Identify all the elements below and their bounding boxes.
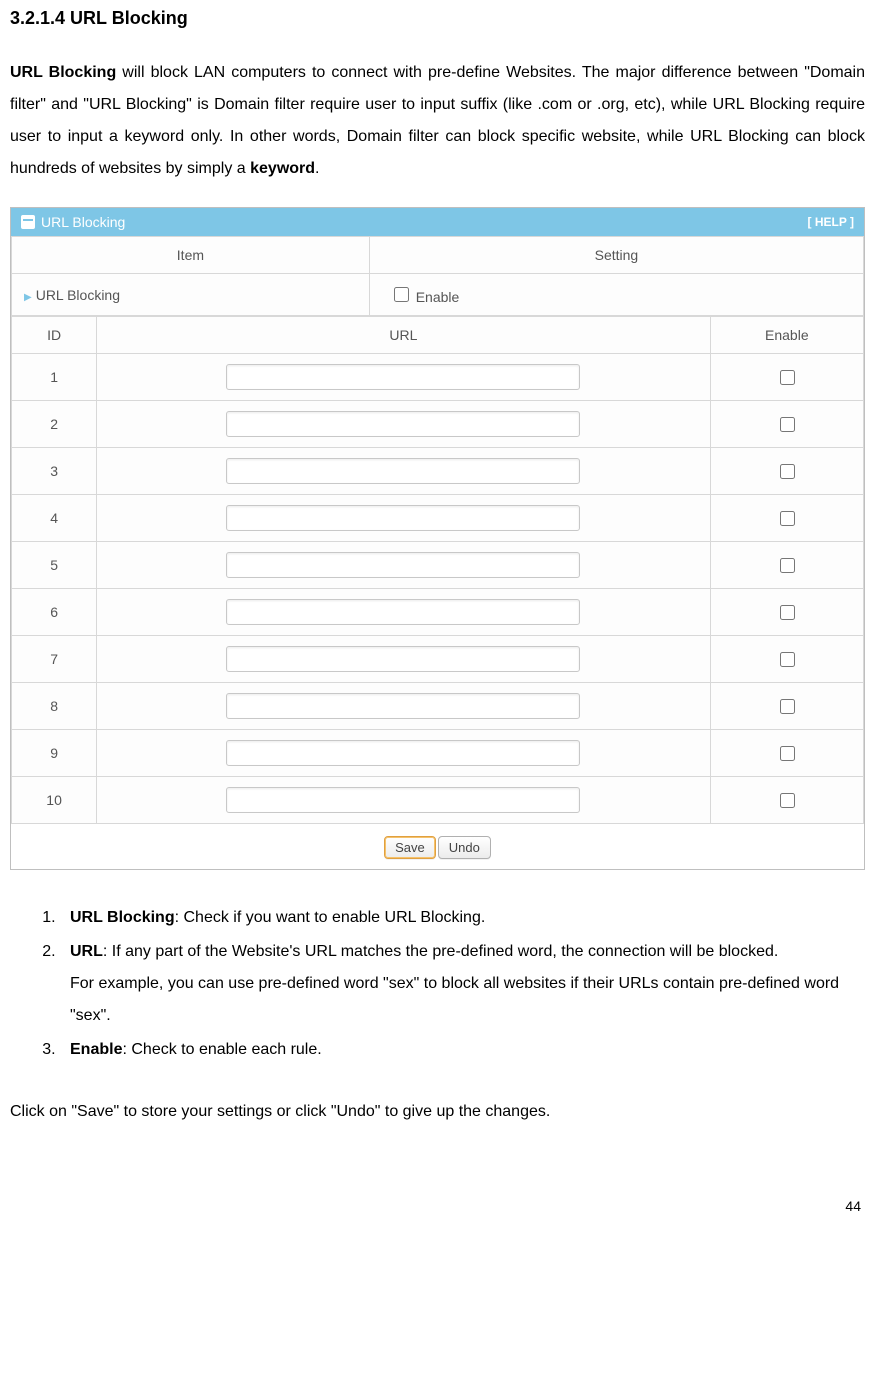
url-input[interactable] bbox=[226, 599, 580, 625]
cell-url bbox=[97, 354, 710, 401]
window-icon bbox=[21, 215, 35, 229]
table-row: 1 bbox=[12, 354, 864, 401]
cell-id: 7 bbox=[12, 636, 97, 683]
row-enable-checkbox[interactable] bbox=[780, 558, 795, 573]
row-enable-checkbox[interactable] bbox=[780, 746, 795, 761]
url-input[interactable] bbox=[226, 740, 580, 766]
url-input[interactable] bbox=[226, 505, 580, 531]
col-setting: Setting bbox=[369, 237, 863, 274]
table-row: 4 bbox=[12, 495, 864, 542]
help-link[interactable]: [ HELP ] bbox=[808, 215, 854, 229]
row-url-blocking-text: URL Blocking bbox=[36, 287, 120, 303]
cell-url bbox=[97, 777, 710, 824]
row-enable-checkbox[interactable] bbox=[780, 511, 795, 526]
cell-id: 9 bbox=[12, 730, 97, 777]
cell-id: 4 bbox=[12, 495, 97, 542]
section-heading: 3.2.1.4 URL Blocking bbox=[10, 8, 865, 29]
col-item: Item bbox=[12, 237, 370, 274]
url-input[interactable] bbox=[226, 693, 580, 719]
cell-enable bbox=[710, 448, 863, 495]
cell-url bbox=[97, 401, 710, 448]
undo-button[interactable]: Undo bbox=[438, 836, 491, 859]
closing-paragraph: Click on "Save" to store your settings o… bbox=[10, 1096, 865, 1128]
cell-enable bbox=[710, 730, 863, 777]
row-enable-checkbox[interactable] bbox=[780, 793, 795, 808]
url-input[interactable] bbox=[226, 458, 580, 484]
list-item: URL: If any part of the Website's URL ma… bbox=[60, 936, 865, 1032]
cell-enable bbox=[710, 354, 863, 401]
table-row: 10 bbox=[12, 777, 864, 824]
col-enable: Enable bbox=[710, 317, 863, 354]
cell-enable bbox=[710, 636, 863, 683]
cell-enable bbox=[710, 401, 863, 448]
button-bar: SaveUndo bbox=[11, 824, 864, 869]
row-enable-checkbox[interactable] bbox=[780, 370, 795, 385]
row-enable-checkbox[interactable] bbox=[780, 605, 795, 620]
cell-id: 1 bbox=[12, 354, 97, 401]
intro-paragraph: URL Blocking will block LAN computers to… bbox=[10, 57, 865, 185]
panel-header: URL Blocking [ HELP ] bbox=[11, 208, 864, 236]
col-url: URL bbox=[97, 317, 710, 354]
steps-list: URL Blocking: Check if you want to enabl… bbox=[10, 902, 865, 1066]
url-input[interactable] bbox=[226, 646, 580, 672]
cell-enable bbox=[710, 589, 863, 636]
row-enable-checkbox[interactable] bbox=[780, 652, 795, 667]
url-blocking-enable-checkbox[interactable] bbox=[394, 287, 409, 302]
url-input[interactable] bbox=[226, 552, 580, 578]
table-row: 8 bbox=[12, 683, 864, 730]
row-url-blocking-setting: Enable bbox=[369, 274, 863, 316]
cell-id: 10 bbox=[12, 777, 97, 824]
panel-title: URL Blocking bbox=[41, 214, 125, 230]
cell-id: 3 bbox=[12, 448, 97, 495]
url-list-table: ID URL Enable 12345678910 bbox=[11, 316, 864, 824]
row-url-blocking-label: ▶ URL Blocking bbox=[12, 274, 370, 316]
cell-url bbox=[97, 636, 710, 683]
enable-label: Enable bbox=[416, 289, 460, 305]
cell-id: 5 bbox=[12, 542, 97, 589]
cell-enable bbox=[710, 777, 863, 824]
col-id: ID bbox=[12, 317, 97, 354]
cell-enable bbox=[710, 683, 863, 730]
cell-url bbox=[97, 448, 710, 495]
save-button[interactable]: Save bbox=[384, 836, 436, 859]
cell-id: 6 bbox=[12, 589, 97, 636]
row-enable-checkbox[interactable] bbox=[780, 464, 795, 479]
table-row: 7 bbox=[12, 636, 864, 683]
url-input[interactable] bbox=[226, 787, 580, 813]
cell-id: 2 bbox=[12, 401, 97, 448]
page-number: 44 bbox=[10, 1198, 865, 1214]
cell-url bbox=[97, 730, 710, 777]
table-row: 2 bbox=[12, 401, 864, 448]
url-input[interactable] bbox=[226, 411, 580, 437]
setting-table: Item Setting ▶ URL Blocking Enable bbox=[11, 236, 864, 316]
cell-id: 8 bbox=[12, 683, 97, 730]
cell-url bbox=[97, 683, 710, 730]
cell-enable bbox=[710, 495, 863, 542]
url-blocking-panel: URL Blocking [ HELP ] Item Setting ▶ URL … bbox=[10, 207, 865, 870]
cell-url bbox=[97, 542, 710, 589]
cell-url bbox=[97, 589, 710, 636]
triangle-icon: ▶ bbox=[24, 292, 32, 303]
cell-url bbox=[97, 495, 710, 542]
url-input[interactable] bbox=[226, 364, 580, 390]
list-item: URL Blocking: Check if you want to enabl… bbox=[60, 902, 865, 934]
row-enable-checkbox[interactable] bbox=[780, 699, 795, 714]
table-row: 9 bbox=[12, 730, 864, 777]
table-row: 6 bbox=[12, 589, 864, 636]
table-row: 3 bbox=[12, 448, 864, 495]
list-item: Enable: Check to enable each rule. bbox=[60, 1034, 865, 1066]
table-row: 5 bbox=[12, 542, 864, 589]
row-enable-checkbox[interactable] bbox=[780, 417, 795, 432]
cell-enable bbox=[710, 542, 863, 589]
